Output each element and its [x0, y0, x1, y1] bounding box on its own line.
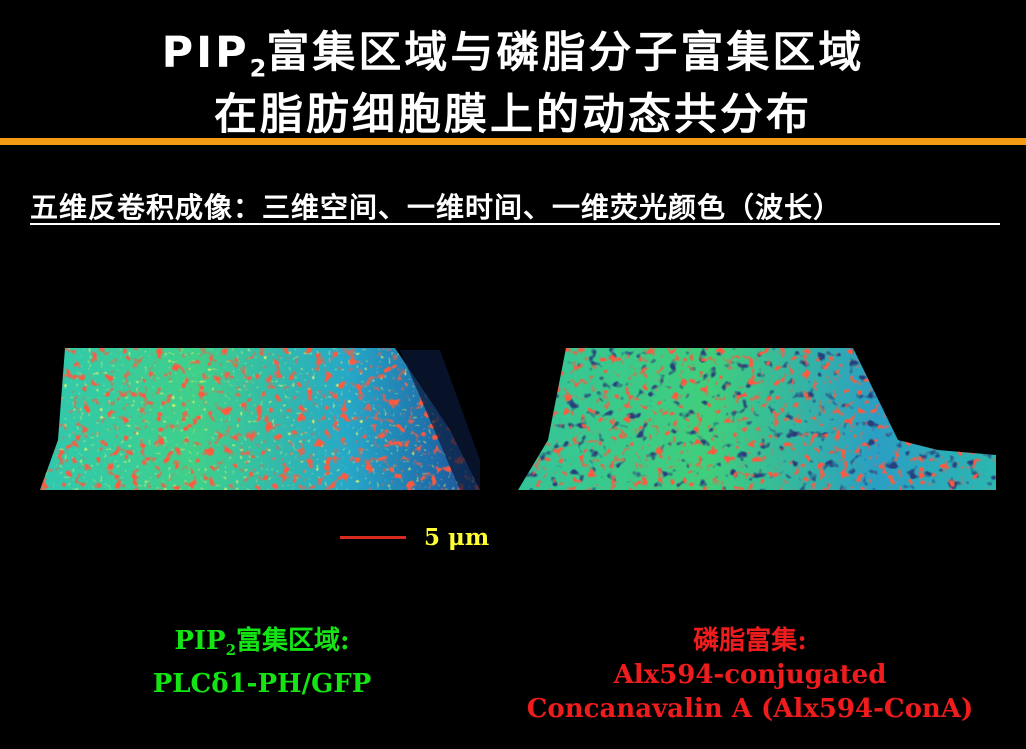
scale-label: 5 μm — [424, 524, 490, 551]
title-line-1: PIP2富集区域与磷脂分子富集区域 — [0, 18, 1026, 83]
title-line-2: 在脂肪细胞膜上的动态共分布 — [214, 90, 812, 140]
subtitle: 五维反卷积成像：三维空间、一维时间、一维荧光颜色（波长） — [30, 191, 843, 224]
title-subscript: 2 — [249, 54, 267, 83]
caption-left-line2: PLCδ1-PH/GFP — [152, 669, 372, 700]
scale-bar — [340, 536, 406, 539]
title-bar: PIP2富集区域与磷脂分子富集区域 在脂肪细胞膜上的动态共分布 — [0, 0, 1026, 140]
accent-divider — [0, 138, 1026, 145]
caption-left-line1: PIP2富集区域: — [112, 624, 412, 667]
caption-right-line2: Alx594-conjugated — [613, 660, 887, 690]
fluorescence-heatmap-left — [40, 348, 480, 490]
title-rest: 富集区域与磷脂分子富集区域 — [266, 28, 865, 78]
caption-left-prefix: PIP — [174, 626, 226, 656]
caption-left-rest: 富集区域: — [236, 626, 350, 656]
subtitle-underline — [30, 223, 1000, 225]
caption-left: PIP2富集区域: PLCδ1-PH/GFP — [112, 624, 412, 701]
caption-right-line3: Concanavalin A (Alx594-ConA) — [526, 694, 974, 724]
caption-left-subscript: 2 — [225, 641, 237, 660]
fluorescence-heatmap-right — [518, 348, 996, 490]
caption-right: 磷脂富集: Alx594-conjugated Concanavalin A (… — [520, 624, 980, 726]
caption-right-line1: 磷脂富集: — [693, 626, 807, 656]
title-prefix: PIP — [161, 28, 250, 78]
